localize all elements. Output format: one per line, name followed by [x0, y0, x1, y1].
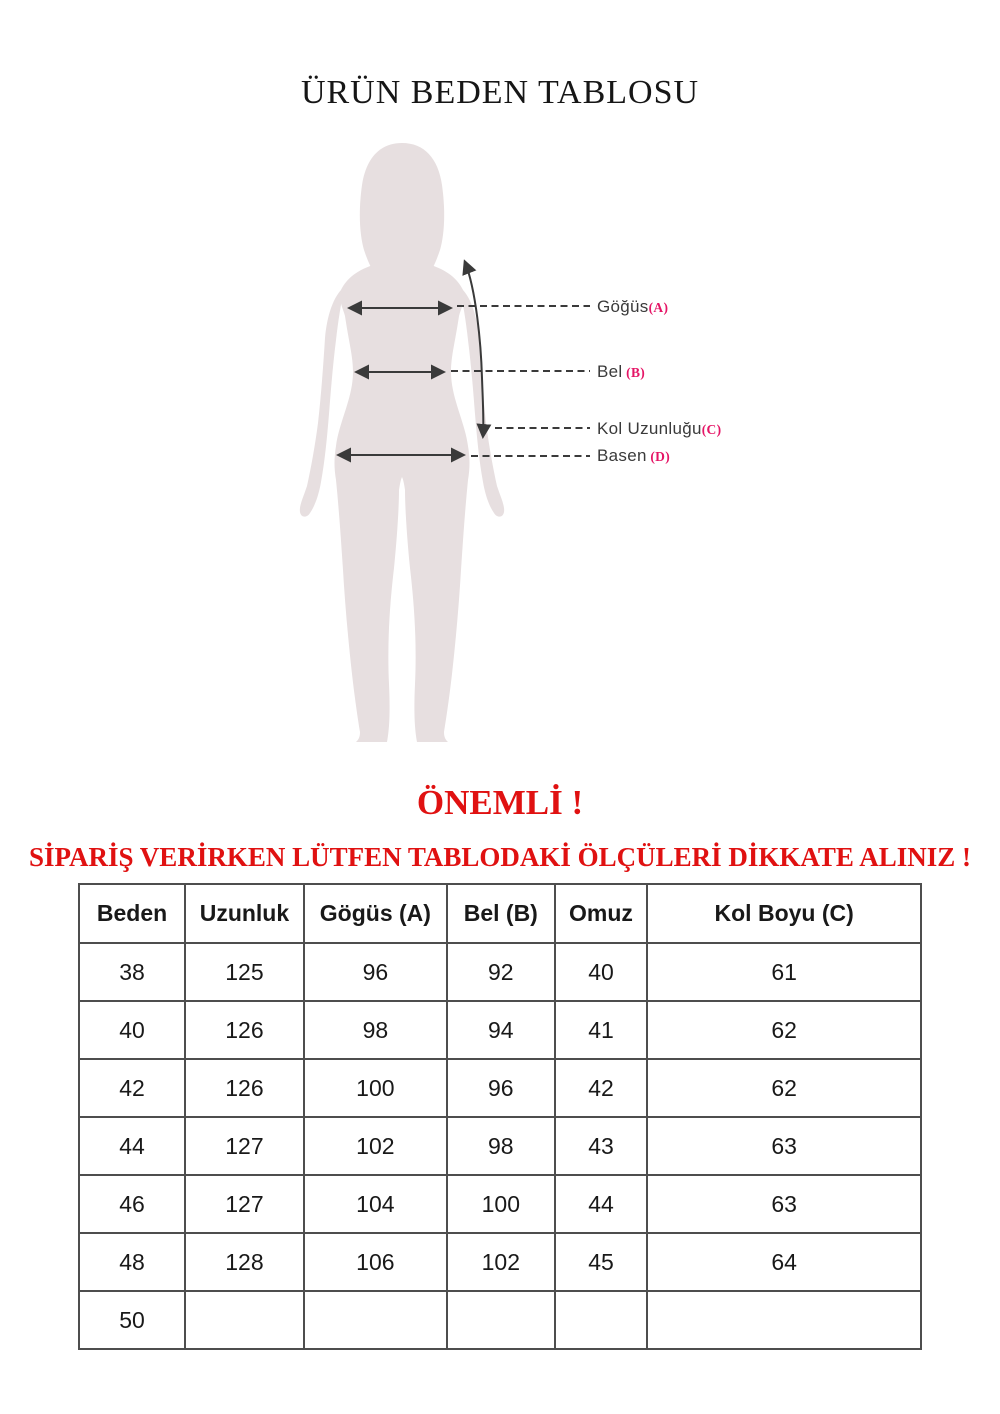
- measurement-code-d: (D): [646, 449, 671, 464]
- size-cell: 92: [445, 942, 556, 1002]
- silhouette-hair-head: [359, 143, 445, 276]
- size-cell: [445, 1290, 556, 1350]
- size-table: Beden Uzunluk Gögüs (A) Bel (B) Omuz Kol…: [77, 883, 922, 1350]
- size-cell: 127: [184, 1174, 305, 1234]
- size-cell: 62: [646, 1000, 922, 1060]
- size-cell: 104: [302, 1174, 448, 1234]
- measurement-label-text: Kol Uzunluğu: [597, 419, 702, 438]
- size-cell: 44: [77, 1116, 187, 1176]
- female-silhouette: [299, 143, 505, 742]
- size-cell: 106: [302, 1232, 448, 1292]
- table-row-size-38: 38 125 96 92 40 61: [77, 942, 922, 1002]
- size-table-header-row: Beden Uzunluk Gögüs (A) Bel (B) Omuz Kol…: [77, 883, 922, 944]
- column-header-omuz: Omuz: [553, 883, 649, 944]
- size-cell: 42: [77, 1058, 187, 1118]
- column-header-uzunluk: Uzunluk: [184, 883, 305, 944]
- column-header-gogus: Gögüs (A): [302, 883, 448, 944]
- measurement-label-kol-uzunlugu: Kol Uzunluğu(C): [597, 418, 721, 440]
- arm-length-measure-arrow: [462, 259, 492, 439]
- measurement-label-text: Göğüs: [597, 297, 649, 316]
- column-header-beden: Beden: [77, 883, 187, 944]
- size-cell: 38: [77, 942, 187, 1002]
- size-cell: 40: [77, 1000, 187, 1060]
- notice-heading: ÖNEMLİ !: [416, 783, 584, 822]
- size-cell: [553, 1290, 649, 1350]
- size-cell: 126: [184, 1058, 305, 1118]
- size-cell: [646, 1290, 922, 1350]
- column-header-kol-boyu: Kol Boyu (C): [646, 883, 922, 944]
- table-row-size-40: 40 126 98 94 41 62: [77, 1000, 922, 1060]
- size-cell: 94: [445, 1000, 556, 1060]
- size-cell: 40: [553, 942, 649, 1002]
- size-cell: 126: [184, 1000, 305, 1060]
- silhouette-left-arm: [299, 286, 345, 517]
- measurement-label-gogus: Göğüs(A): [597, 296, 668, 318]
- size-cell: 100: [302, 1058, 448, 1118]
- body-silhouette-diagram: [299, 143, 590, 742]
- notice-warning: SİPARİŞ VERİRKEN LÜTFEN TABLODAKİ ÖLÇÜLE…: [29, 842, 971, 872]
- size-cell: 50: [77, 1290, 187, 1350]
- table-row-size-44: 44 127 102 98 43 63: [77, 1116, 922, 1176]
- measurement-label-text: Bel: [597, 362, 623, 381]
- measurement-code-b: (B): [622, 365, 646, 380]
- page-title: ÜRÜN BEDEN TABLOSU: [300, 74, 700, 111]
- size-cell: 64: [646, 1232, 922, 1292]
- measurement-label-bel: Bel (B): [597, 361, 645, 383]
- size-cell: 48: [77, 1232, 187, 1292]
- size-cell: 63: [646, 1116, 922, 1176]
- size-cell: 63: [646, 1174, 922, 1234]
- table-row-size-50: 50: [77, 1290, 922, 1350]
- measurement-diagram: Göğüs(A) Bel (B) Kol Uzunluğu(C) Basen (…: [283, 138, 753, 763]
- size-cell: 46: [77, 1174, 187, 1234]
- size-cell: 42: [553, 1058, 649, 1118]
- size-cell: 102: [445, 1232, 556, 1292]
- size-cell: 98: [302, 1000, 448, 1060]
- size-cell: 41: [553, 1000, 649, 1060]
- measurement-code-c: (C): [701, 422, 722, 437]
- table-row-size-42: 42 126 100 96 42 62: [77, 1058, 922, 1118]
- measurement-code-a: (A): [648, 300, 669, 315]
- silhouette-torso-legs: [334, 264, 470, 742]
- size-cell: 96: [445, 1058, 556, 1118]
- table-row-size-48: 48 128 106 102 45 64: [77, 1232, 922, 1292]
- size-cell: 43: [553, 1116, 649, 1176]
- size-cell: 100: [445, 1174, 556, 1234]
- size-cell: 45: [553, 1232, 649, 1292]
- size-cell: 102: [302, 1116, 448, 1176]
- size-cell: 128: [184, 1232, 305, 1292]
- measurement-label-basen: Basen (D): [597, 445, 670, 467]
- size-cell: 61: [646, 942, 922, 1002]
- size-cell: [302, 1290, 448, 1350]
- measurement-label-text: Basen: [597, 446, 647, 465]
- column-header-bel: Bel (B): [445, 883, 556, 944]
- size-cell: [184, 1290, 305, 1350]
- size-cell: 44: [553, 1174, 649, 1234]
- size-cell: 96: [302, 942, 448, 1002]
- size-cell: 127: [184, 1116, 305, 1176]
- size-cell: 125: [184, 942, 305, 1002]
- size-cell: 62: [646, 1058, 922, 1118]
- table-row-size-46: 46 127 104 100 44 63: [77, 1174, 922, 1234]
- size-cell: 98: [445, 1116, 556, 1176]
